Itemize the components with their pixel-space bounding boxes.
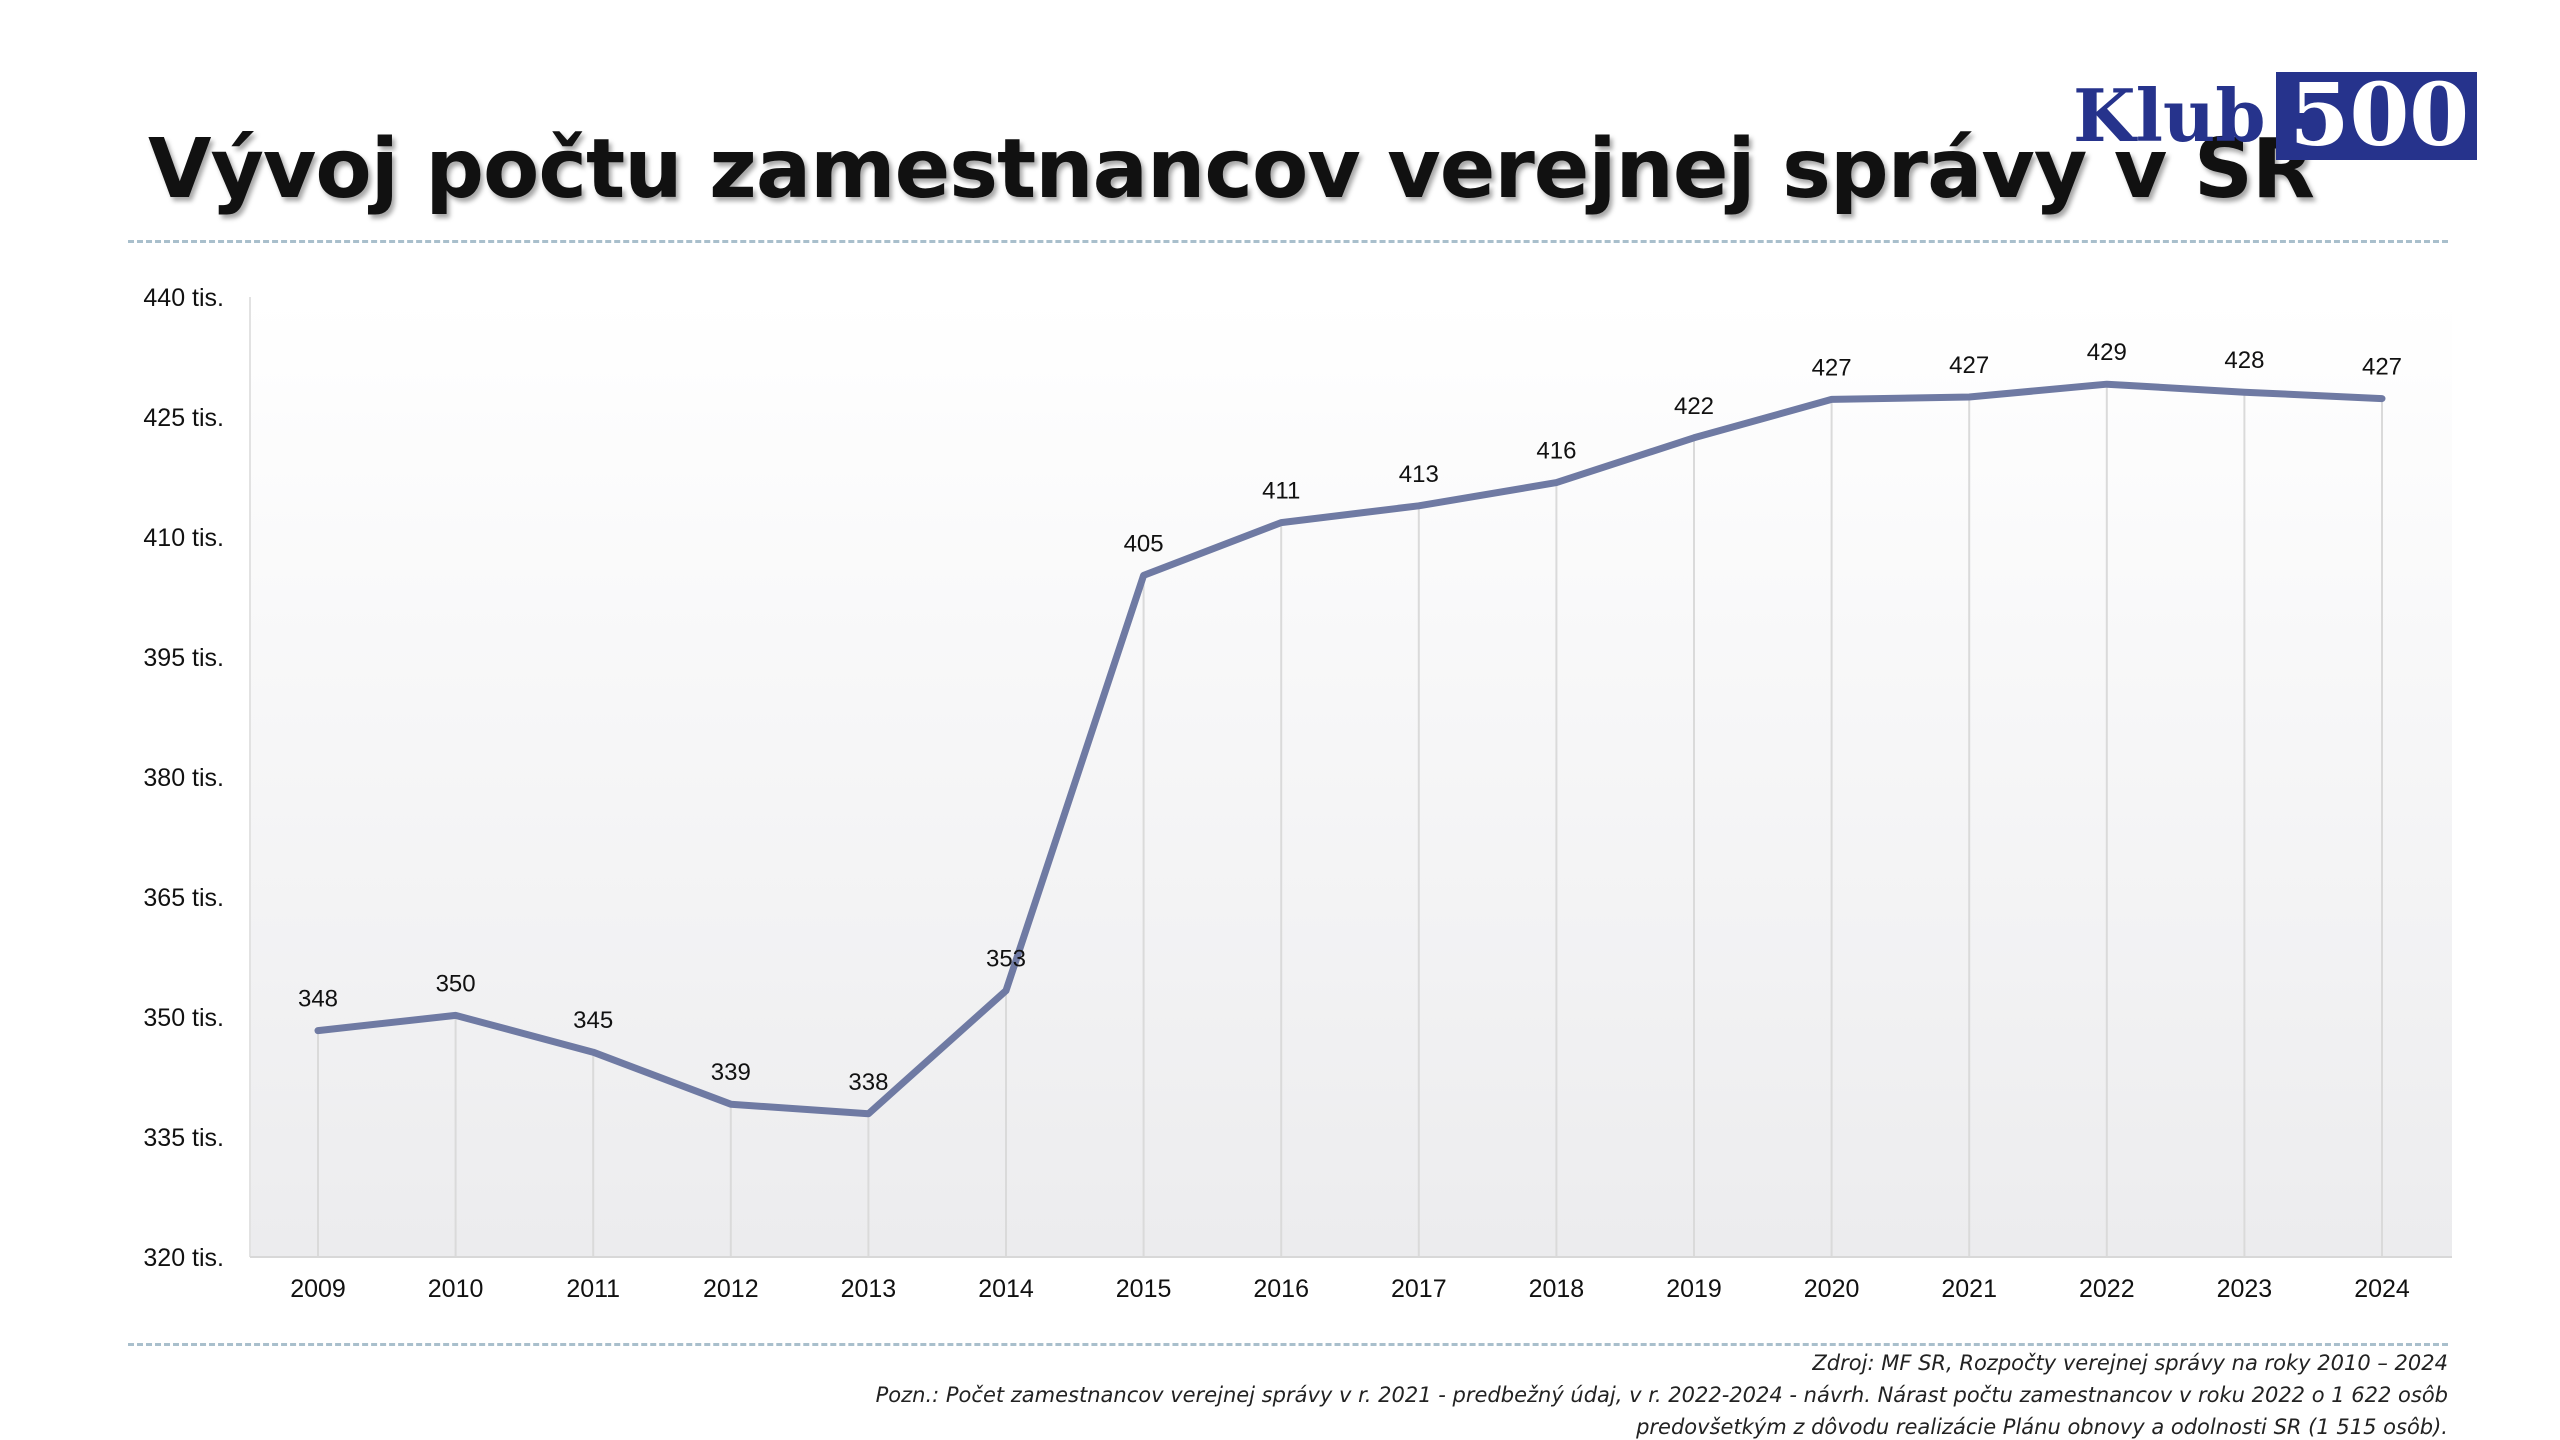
- x-tick-label: 2019: [1666, 1275, 1722, 1303]
- data-label: 416: [1536, 438, 1576, 465]
- data-label: 345: [573, 1007, 613, 1034]
- data-label: 427: [2362, 354, 2402, 381]
- x-tick-label: 2017: [1391, 1275, 1447, 1303]
- plot-area: [250, 297, 2452, 1257]
- x-tick-label: 2009: [290, 1275, 346, 1303]
- x-tick-label: 2021: [1941, 1275, 1997, 1303]
- y-tick-labels: 320 tis. 335 tis. 350 tis. 365 tis. 380 tis.…: [143, 284, 224, 1272]
- x-tick-label: 2022: [2079, 1275, 2135, 1303]
- x-tick-label: 2010: [428, 1275, 484, 1303]
- data-label: 338: [848, 1069, 888, 1096]
- line-chart: 320 tis. 335 tis. 350 tis. 365 tis. 380 tis.…: [143, 284, 2452, 1303]
- x-tick-label: 2014: [978, 1275, 1034, 1303]
- x-tick-label: 2012: [703, 1275, 759, 1303]
- y-tick-label: 320 tis.: [143, 1244, 224, 1272]
- x-tick-label: 2015: [1116, 1275, 1172, 1303]
- data-label: 348: [298, 986, 338, 1013]
- y-tick-label: 395 tis.: [143, 644, 224, 672]
- logo-word: Klub: [2073, 73, 2266, 158]
- series-line: [314, 380, 2386, 1118]
- data-label: 429: [2087, 339, 2127, 366]
- x-tick-label: 2018: [1529, 1275, 1585, 1303]
- y-tick-label: 410 tis.: [143, 524, 224, 552]
- data-label: 353: [986, 946, 1026, 973]
- data-labels: 348 350 345 339 338 353 405 411 413 416 422 427 427 4…: [298, 339, 2402, 1096]
- x-tick-label: 2023: [2217, 1275, 2273, 1303]
- data-label: 405: [1124, 530, 1164, 557]
- y-tick-label: 350 tis.: [143, 1004, 224, 1032]
- data-label: 339: [711, 1059, 751, 1086]
- data-label: 427: [1812, 354, 1852, 381]
- x-tick-label: 2016: [1253, 1275, 1309, 1303]
- y-tick-label: 380 tis.: [143, 764, 224, 792]
- data-label: 427: [1949, 352, 1989, 379]
- data-label: 411: [1262, 478, 1300, 505]
- data-label: 422: [1674, 393, 1714, 420]
- bottom-divider: [128, 1343, 2448, 1346]
- logo-number: 500: [2275, 72, 2478, 160]
- y-tick-label: 335 tis.: [143, 1124, 224, 1152]
- y-tick-label: 425 tis.: [143, 404, 224, 432]
- x-tick-label: 2011: [566, 1275, 620, 1303]
- data-label: 413: [1399, 461, 1439, 488]
- y-tick-label: 440 tis.: [143, 284, 224, 312]
- x-tick-label: 2024: [2354, 1275, 2410, 1303]
- data-label: 350: [436, 970, 476, 997]
- top-divider: [128, 240, 2448, 243]
- footnote-line-2: predovšetkým z dôvodu realizácie Plánu o…: [1636, 1415, 2448, 1439]
- source-note: Zdroj: MF SR, Rozpočty verejnej správy n…: [1812, 1351, 2448, 1375]
- x-gridlines: [317, 384, 2383, 1257]
- x-tick-label: 2020: [1804, 1275, 1860, 1303]
- footnote-line-1: Pozn.: Počet zamestnancov verejnej správ…: [875, 1383, 2448, 1407]
- page-title: Vývoj počtu zamestnancov verejnej správy…: [148, 122, 2315, 217]
- y-tick-label: 365 tis.: [143, 884, 224, 912]
- data-label: 428: [2224, 347, 2264, 374]
- klub500-logo: Klub 500: [2073, 72, 2478, 160]
- x-tick-labels: 2009 2010 2011 2012 2013 2014 2015 2016 2017 2018…: [290, 1275, 2410, 1303]
- x-tick-label: 2013: [841, 1275, 897, 1303]
